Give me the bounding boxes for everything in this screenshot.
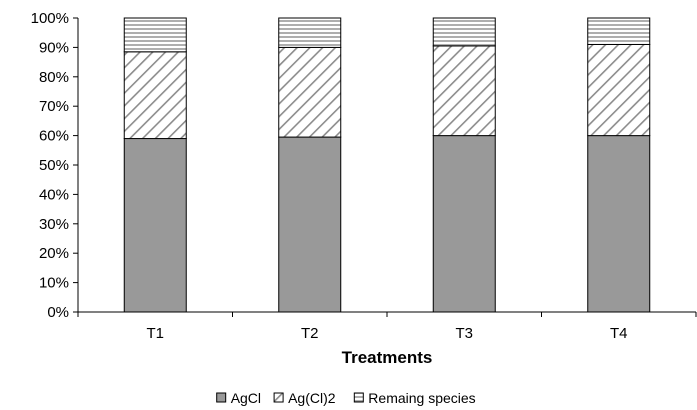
x-axis-title: Treatments [342, 348, 433, 367]
bar-stack-t4 [587, 17, 651, 313]
legend-label: Remaing species [368, 390, 475, 406]
bar-stack-t1 [123, 17, 187, 313]
bar-stack-t3 [432, 17, 496, 313]
y-tick-label: 20% [39, 245, 69, 262]
bar-segment-agcl [278, 136, 342, 313]
bar-segment-remaing-species [587, 17, 651, 45]
bar-segment-agcl [123, 138, 187, 313]
legend: AgCl Ag(Cl)2 Remaing species [216, 390, 476, 406]
y-tick-label: 80% [39, 69, 69, 86]
x-tick-label: T3 [455, 325, 473, 342]
legend-swatch [216, 392, 227, 403]
bar-segment-ag-cl-2 [587, 43, 651, 137]
bar-segment-ag-cl-2 [123, 51, 187, 140]
y-tick-label: 100% [31, 10, 69, 27]
y-tick-label: 30% [39, 216, 69, 233]
y-tick-label: 10% [39, 275, 69, 292]
y-tick-label: 60% [39, 128, 69, 145]
x-tick-label: T1 [146, 325, 164, 342]
bar-segment-agcl [432, 135, 496, 313]
bar-segment-remaing-species [278, 17, 342, 48]
bar-segment-ag-cl-2 [278, 46, 342, 138]
bar-stack-t2 [278, 17, 342, 313]
bar-segment-ag-cl-2 [432, 45, 496, 137]
y-tick-label: 0% [47, 304, 69, 321]
y-tick-label: 90% [39, 39, 69, 56]
bar-segment-remaing-species [123, 17, 187, 53]
legend-swatch [273, 392, 284, 403]
y-tick-label: 50% [39, 157, 69, 174]
legend-swatch [353, 392, 364, 403]
bar-segment-remaing-species [432, 17, 496, 47]
x-tick-label: T2 [301, 325, 319, 342]
y-tick-label: 70% [39, 98, 69, 115]
legend-label: AgCl [231, 390, 261, 406]
x-tick-label: T4 [610, 325, 628, 342]
y-tick-label: 40% [39, 186, 69, 203]
plot-area: 0% 10% 20% 30% 40% 50% 60% 70% 80% 90% 100% T1 T2 T3 T… [31, 10, 697, 342]
legend-label: Ag(Cl)2 [288, 390, 336, 406]
bar-segment-agcl [587, 135, 651, 313]
